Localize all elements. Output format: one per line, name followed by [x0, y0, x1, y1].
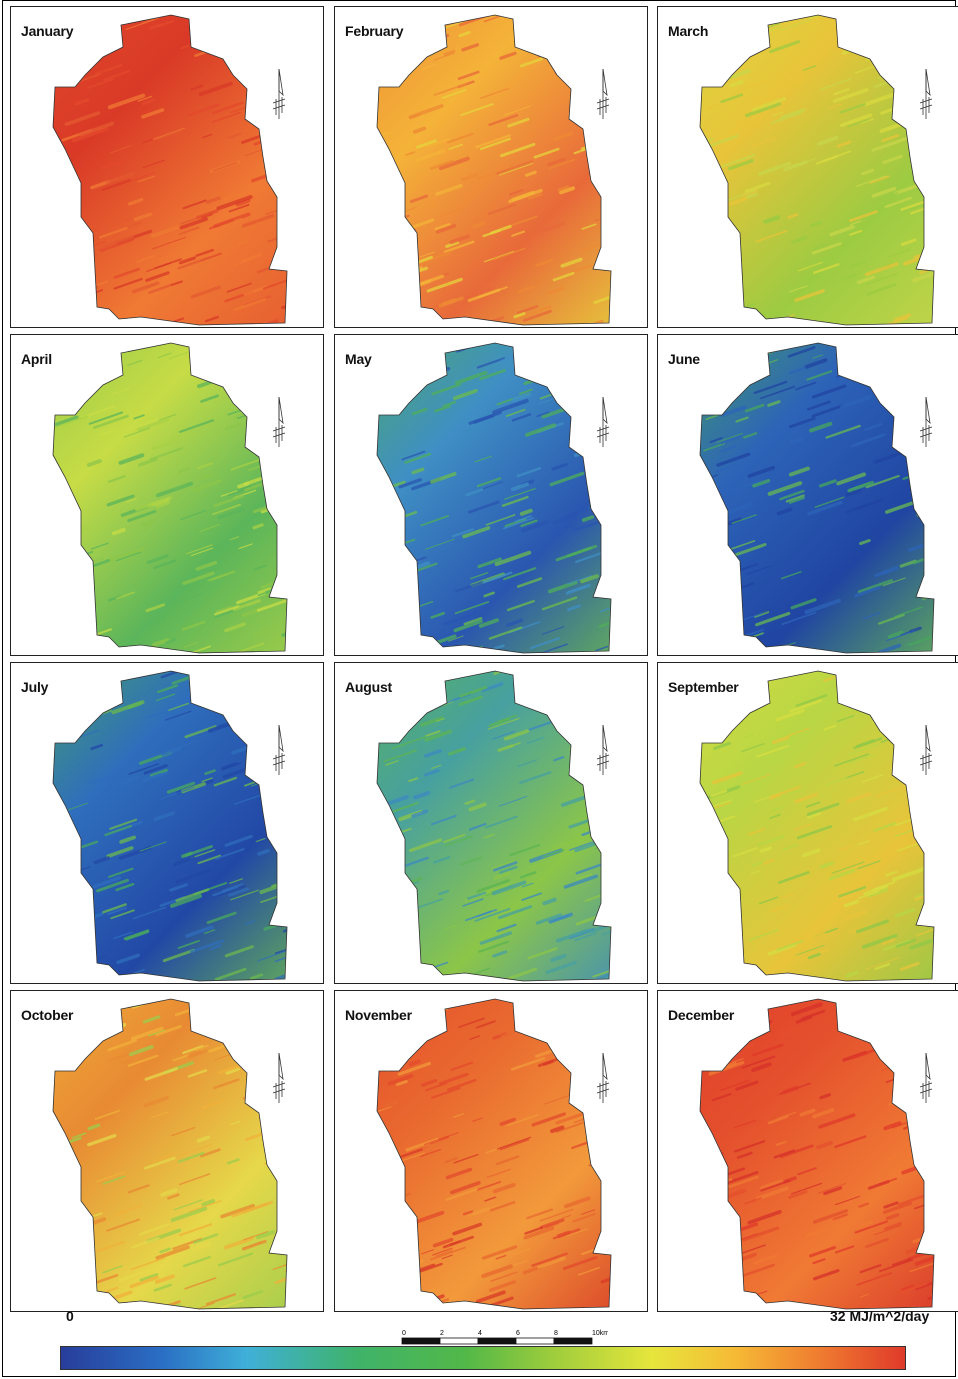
map-panel-january: January — [10, 6, 324, 328]
panel-label: March — [668, 23, 709, 39]
legend-colorbar — [60, 1346, 906, 1370]
map-panel-june: June — [657, 334, 958, 656]
north-arrow-icon — [596, 68, 610, 119]
radiation-map — [699, 342, 935, 654]
radiation-map — [52, 14, 288, 326]
panel-label: October — [21, 1007, 74, 1023]
panel-label: September — [668, 679, 739, 695]
scale-bar: 0 2 4 6 8 10km — [401, 1330, 608, 1345]
scale-tick-label: 8 — [554, 1330, 558, 1337]
scale-tick-label: 10km — [592, 1330, 608, 1337]
panel-label: July — [21, 679, 49, 695]
radiation-map — [52, 998, 288, 1310]
map-panel-december: December — [657, 990, 958, 1312]
north-arrow-icon — [596, 396, 610, 447]
north-arrow-icon — [919, 1052, 933, 1103]
radiation-map — [699, 14, 935, 326]
radiation-map — [52, 342, 288, 654]
north-arrow-icon — [919, 68, 933, 119]
panel-label: December — [668, 1007, 735, 1023]
panel-label: May — [345, 351, 372, 367]
north-arrow-icon — [272, 68, 286, 119]
map-panel-march: March — [657, 6, 958, 328]
map-panel-april: April — [10, 334, 324, 656]
radiation-map — [699, 670, 935, 982]
map-panel-february: February — [334, 6, 648, 328]
north-arrow-icon — [919, 396, 933, 447]
map-panel-november: November — [334, 990, 648, 1312]
scale-tick-label: 6 — [516, 1330, 520, 1337]
north-arrow-icon — [596, 1052, 610, 1103]
legend-max-label: 32 MJ/m^2/day — [830, 1308, 930, 1324]
scale-tick-label: 2 — [440, 1330, 444, 1337]
map-panel-july: July — [10, 662, 324, 984]
legend-min-label: 0 — [66, 1308, 74, 1324]
north-arrow-icon — [919, 724, 933, 775]
panel-label: June — [668, 351, 700, 367]
scale-tick-label: 4 — [478, 1330, 482, 1337]
radiation-map — [376, 14, 612, 326]
map-panel-august: August — [334, 662, 648, 984]
panel-label: April — [21, 351, 52, 367]
map-panel-october: October — [10, 990, 324, 1312]
panel-label: August — [345, 679, 393, 695]
radiation-map — [376, 670, 612, 982]
north-arrow-icon — [272, 396, 286, 447]
scale-tick-label: 0 — [402, 1330, 406, 1337]
north-arrow-icon — [596, 724, 610, 775]
map-panel-may: May — [334, 334, 648, 656]
radiation-map — [376, 342, 612, 654]
map-panel-september: September — [657, 662, 958, 984]
panel-label: January — [21, 23, 74, 39]
north-arrow-icon — [272, 724, 286, 775]
radiation-map — [376, 998, 612, 1310]
radiation-map — [699, 998, 935, 1310]
panel-label: November — [345, 1007, 412, 1023]
radiation-map — [52, 670, 288, 982]
panel-label: February — [345, 23, 404, 39]
north-arrow-icon — [272, 1052, 286, 1103]
